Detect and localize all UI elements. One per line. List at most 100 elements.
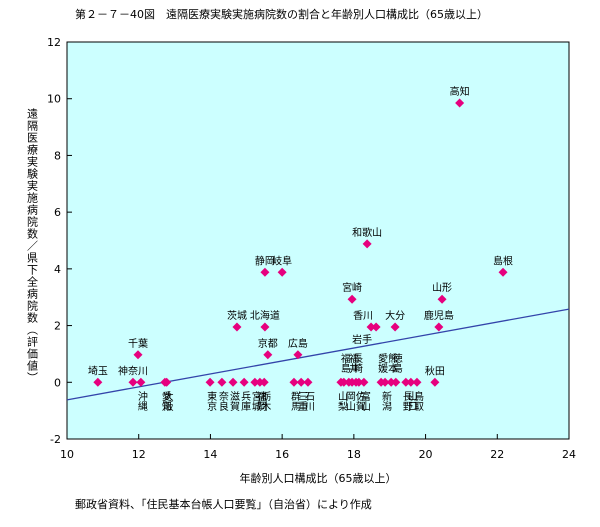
point-label: 熊本 [386, 352, 398, 374]
x-tick-label: 22 [490, 448, 504, 461]
point-label: 高知 [450, 85, 470, 98]
point [434, 322, 444, 332]
point-label: 奈良 [216, 390, 228, 412]
point-label: 岐阜 [272, 254, 292, 267]
point-label: 滋賀 [228, 390, 240, 412]
point [406, 377, 416, 387]
point [217, 377, 227, 387]
point [260, 267, 270, 277]
point [347, 294, 357, 304]
point-label: 香川 [353, 310, 373, 322]
point [289, 377, 299, 387]
x-tick-label: 12 [132, 448, 146, 461]
point [412, 377, 422, 387]
point [228, 377, 238, 387]
point-label: 長崎 [351, 353, 363, 373]
point [339, 377, 349, 387]
point-label: 石川 [302, 391, 314, 411]
point-label: 山口 [405, 391, 416, 411]
point [260, 322, 270, 332]
y-tick-label: 0 [54, 376, 61, 389]
x-tick-label: 18 [347, 448, 361, 461]
point-label: 神奈川 [118, 364, 148, 377]
y-tick-label: 12 [47, 36, 61, 49]
x-tick-label: 24 [562, 448, 576, 461]
x-tick-label: 16 [275, 448, 289, 461]
x-tick-label: 14 [203, 448, 217, 461]
point [277, 267, 287, 277]
point [390, 322, 400, 332]
point-label: 長野 [400, 391, 412, 411]
y-tick-label: 4 [54, 263, 61, 276]
point-label: 山形 [432, 282, 452, 294]
point-label: 新潟 [380, 390, 392, 412]
point [259, 377, 269, 387]
point-label: 北海道 [250, 309, 280, 322]
point [296, 377, 306, 387]
source-note: 郵政省資料、「住民基本台帳人口要覧」（自治省）により作成 [75, 497, 372, 511]
point [498, 267, 508, 277]
point-label: 沖縄 [135, 390, 147, 411]
point [162, 377, 172, 387]
point-label: 栃木 [259, 390, 271, 412]
plot-area [66, 41, 570, 440]
point [128, 377, 138, 387]
point-label: 徳島 [390, 352, 402, 374]
point-label: 宮崎 [342, 281, 362, 294]
point-label: 静岡 [255, 254, 275, 267]
y-tick-label: 6 [54, 206, 61, 219]
point-label: 東京 [205, 390, 217, 412]
point-label: 兵庫 [239, 390, 251, 412]
point-label: 三重 [296, 391, 308, 411]
y-tick-label: 8 [54, 149, 61, 162]
point [362, 239, 372, 249]
y-axis-title: 遠隔医療実験実施病院数／県下全病院数（評価値） [26, 108, 39, 384]
point [354, 377, 364, 387]
point-label: 埼玉 [88, 364, 108, 377]
point [205, 377, 215, 387]
point-label: 岩手 [352, 333, 372, 346]
chart-title: 第２－７－40図 遠隔医療実験実施病院数の割合と年齢別人口構成比（65歳以上） [75, 7, 488, 21]
point [93, 377, 103, 387]
point [366, 322, 376, 332]
point-label: 山梨 [335, 391, 347, 412]
point-label: 福井 [347, 352, 359, 374]
point [386, 377, 396, 387]
point-label: 愛媛 [376, 352, 388, 374]
y-tick-label: 2 [54, 320, 61, 333]
point [293, 350, 303, 360]
point-label: 千葉 [128, 337, 148, 350]
point [430, 377, 440, 387]
point [371, 322, 381, 332]
point [232, 322, 242, 332]
x-axis-title: 年齢別人口構成比（65歳以上） [240, 471, 397, 485]
point [391, 377, 401, 387]
point [401, 377, 411, 387]
point-label: 富山 [358, 390, 370, 411]
point-label: 鳥取 [411, 390, 423, 412]
point-label: 福島 [338, 352, 350, 374]
point [303, 377, 313, 387]
point [359, 377, 369, 387]
point-label: 大分 [385, 309, 405, 322]
point-label: 福岡 [254, 390, 266, 412]
point-label: 茨城 [227, 309, 247, 322]
point-label: 愛知 [159, 390, 171, 411]
point [380, 377, 390, 387]
point-label: 群馬 [288, 390, 300, 412]
point [250, 377, 260, 387]
y-tick-label: -2 [50, 433, 61, 446]
point-label: 秋田 [425, 364, 445, 377]
point-label: 鹿児島 [424, 309, 454, 322]
point-label: 島根 [493, 254, 513, 267]
trend-line [66, 308, 570, 401]
point-label: 岡山 [343, 391, 355, 411]
point-label: 宮城 [249, 390, 261, 412]
point-label: 広島 [288, 337, 308, 350]
point [239, 377, 249, 387]
point-label: 京都 [258, 337, 278, 350]
point-label: 和歌山 [352, 226, 382, 239]
point-label: 佐賀 [353, 391, 365, 412]
y-tick-label: 10 [47, 93, 61, 106]
